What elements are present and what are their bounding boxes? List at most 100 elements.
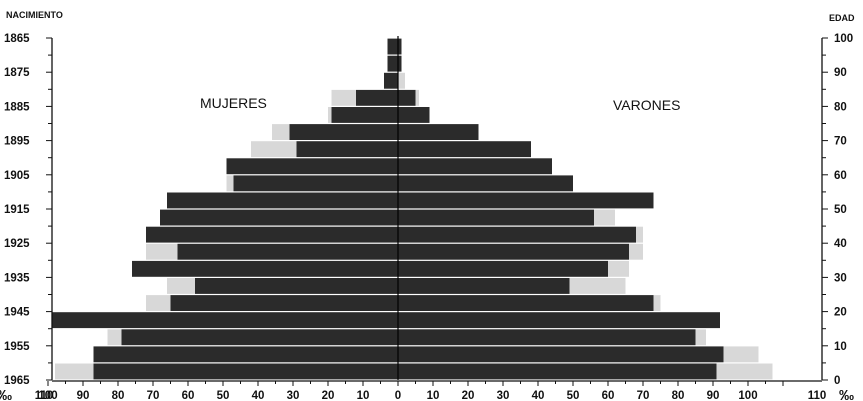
bar-men-dark <box>398 227 636 243</box>
bar-men-dark <box>398 364 717 380</box>
bar-men-light <box>608 261 629 277</box>
age-label: 40 <box>834 238 847 250</box>
age-label: 50 <box>834 204 847 216</box>
bar-women-dark <box>290 124 399 140</box>
bar-women-dark <box>94 346 399 362</box>
x-tick-label: 10 <box>427 390 440 401</box>
bar-women-dark <box>384 73 398 89</box>
bar-men-light <box>570 278 626 294</box>
x-tick-label: 100 <box>38 390 57 401</box>
bar-men-light <box>398 73 405 89</box>
x-tick-label: 70 <box>637 390 650 401</box>
bar-men-dark <box>398 329 696 345</box>
bar-women-light <box>167 278 195 294</box>
bar-women-dark <box>195 278 398 294</box>
x-tick-label: 60 <box>602 390 615 401</box>
birth-year-label: 1945 <box>4 307 30 319</box>
birth-year-label: 1965 <box>4 375 30 387</box>
x-tick-label: 80 <box>112 390 125 401</box>
birth-year-label: 1905 <box>4 170 30 182</box>
birth-year-label: 1925 <box>4 238 30 250</box>
birth-year-label: 1865 <box>4 33 30 45</box>
bar-women-light <box>227 175 234 191</box>
bar-women-light <box>328 107 332 123</box>
bar-women-dark <box>171 295 399 311</box>
x-tick-label: 40 <box>252 390 265 401</box>
bar-men-dark <box>398 312 720 328</box>
bar-women-dark <box>227 158 399 174</box>
bar-men-dark <box>398 278 570 294</box>
x-tick-label: 10 <box>357 390 370 401</box>
bar-women-dark <box>146 227 398 243</box>
bar-men-dark <box>398 141 531 157</box>
birth-year-label: 1915 <box>4 204 30 216</box>
bar-men-light <box>696 329 707 345</box>
age-label: 30 <box>834 272 847 284</box>
bar-men-light <box>629 244 643 260</box>
bar-men-light <box>636 227 643 243</box>
bar-men-dark <box>398 90 416 106</box>
bar-men-dark <box>398 210 594 226</box>
age-label: 20 <box>834 307 847 319</box>
per-mille-right: ‰ <box>839 387 854 401</box>
x-tick-label: 20 <box>462 390 475 401</box>
x-tick-label: 0 <box>395 390 401 401</box>
bar-men-dark <box>398 261 608 277</box>
x-tick-label: 110 <box>808 390 827 401</box>
age-label: 80 <box>834 101 847 113</box>
x-tick-label: 90 <box>77 390 90 401</box>
bar-men-dark <box>398 295 654 311</box>
per-mille-left: ‰ <box>0 387 12 401</box>
bar-women-dark <box>178 244 399 260</box>
bar-men-dark <box>398 107 430 123</box>
bar-women-dark <box>388 39 399 55</box>
bar-women-light <box>146 295 171 311</box>
bar-women-dark <box>167 193 398 209</box>
x-tick-label: 90 <box>707 390 720 401</box>
age-label: 100 <box>834 33 853 45</box>
right-axis-title: EDAD <box>829 13 855 23</box>
bar-men-dark <box>398 175 573 191</box>
x-tick-label: 60 <box>182 390 195 401</box>
birth-year-label: 1895 <box>4 136 30 148</box>
birth-year-label: 1955 <box>4 341 30 353</box>
bar-men-dark <box>398 124 479 140</box>
bar-men-light <box>654 295 661 311</box>
bar-women-dark <box>356 90 398 106</box>
bar-women-light <box>108 329 122 345</box>
birth-year-tick-labels: 1865 1875 1885 1895 1905 1915 1925 1935 1945 1955… <box>4 33 30 387</box>
bar-men-light <box>416 90 420 106</box>
bar-women-light <box>251 141 297 157</box>
age-label: 60 <box>834 170 847 182</box>
x-tick-label: 20 <box>322 390 335 401</box>
age-tick-labels: 1009080706050403020100 <box>834 33 853 387</box>
age-label: 90 <box>834 67 847 79</box>
birth-year-label: 1875 <box>4 67 30 79</box>
bar-women-dark <box>388 56 399 72</box>
age-label: 10 <box>834 341 847 353</box>
x-tick-label: 30 <box>497 390 510 401</box>
birth-year-label: 1885 <box>4 101 30 113</box>
x-tick-label: 70 <box>147 390 160 401</box>
bar-men-light <box>717 364 773 380</box>
men-label: VARONES <box>613 97 680 113</box>
bar-women-light <box>55 364 94 380</box>
bar-women-dark <box>234 175 399 191</box>
x-tick-label: 50 <box>567 390 580 401</box>
bar-women-dark <box>122 329 399 345</box>
bar-women-dark <box>52 312 399 328</box>
bars-layer <box>52 39 773 380</box>
bar-women-dark <box>297 141 399 157</box>
left-axis-title: NACIMIENTO <box>6 10 63 20</box>
bar-men-light <box>594 210 615 226</box>
bar-men-dark <box>398 158 552 174</box>
bar-men-light <box>724 346 759 362</box>
bar-women-dark <box>132 261 398 277</box>
x-tick-label: 40 <box>532 390 545 401</box>
x-tick-label: 30 <box>287 390 300 401</box>
women-label: MUJERES <box>200 95 267 111</box>
x-tick-label: 50 <box>217 390 230 401</box>
bar-men-dark <box>398 193 654 209</box>
